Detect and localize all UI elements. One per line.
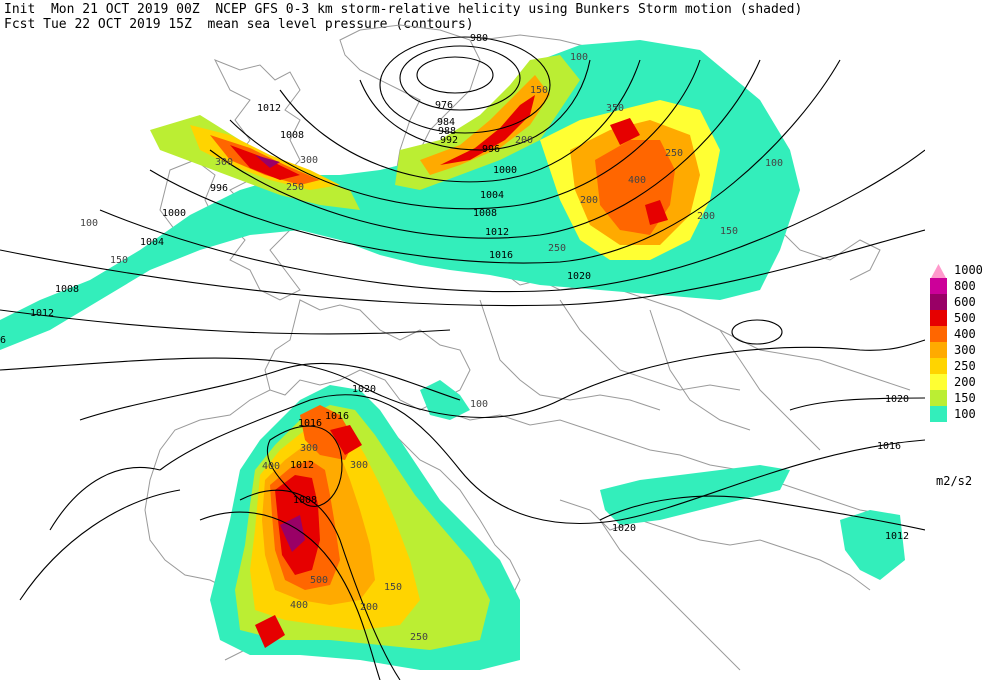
helicity-label: 250 (286, 182, 304, 193)
isobar-label: 996 (210, 183, 228, 194)
helicity-label: 100 (470, 399, 488, 410)
helicity-label: 150 (384, 582, 402, 593)
legend-row: 250 (928, 358, 1000, 374)
isobar-labels: 980 976 984 988 992 996 1000 1004 1008 1… (0, 33, 909, 542)
legend-row: 1000 (928, 262, 1000, 278)
legend-swatch (930, 374, 947, 390)
isobar-label: 1016 (877, 441, 901, 452)
legend-swatch (930, 342, 947, 358)
legend-swatch (930, 326, 947, 342)
legend-swatch (930, 406, 947, 422)
isobar-label: 6 (0, 335, 6, 346)
isobar-label: 980 (470, 33, 488, 44)
isobar-label: 1008 (473, 208, 497, 219)
helicity-label: 100 (80, 218, 98, 229)
helicity-labels: 100 150 200 250 300 350 400 100 150 200 … (80, 52, 783, 643)
legend-value: 250 (954, 359, 976, 373)
isobar-label: 1004 (140, 237, 164, 248)
legend-value: 200 (954, 375, 976, 389)
helicity-shading (0, 40, 905, 670)
legend-value: 800 (954, 279, 976, 293)
legend-swatch (930, 294, 947, 310)
helicity-label: 150 (720, 226, 738, 237)
helicity-label: 100 (765, 158, 783, 169)
legend-row: 800 (928, 278, 1000, 294)
helicity-label: 150 (110, 255, 128, 266)
helicity-label: 250 (410, 632, 428, 643)
legend-swatch (930, 358, 947, 374)
isobar-label: 1000 (162, 208, 186, 219)
legend-row: 100 (928, 406, 1000, 422)
legend-row: 300 (928, 342, 1000, 358)
helicity-label: 400 (290, 600, 308, 611)
legend-row: 600 (928, 294, 1000, 310)
helicity-label: 300 (300, 443, 318, 454)
legend-swatch (930, 278, 947, 294)
helicity-label: 300 (350, 460, 368, 471)
isobar-label: 996 (482, 144, 500, 155)
isobar-label: 976 (435, 100, 453, 111)
isobar-label: 1016 (325, 411, 349, 422)
isobar-label: 1020 (567, 271, 591, 282)
legend-units: m2/s2 (936, 474, 973, 488)
weather-map: 980 976 984 988 992 996 1000 1004 1008 1… (0, 24, 925, 680)
helicity-label: 100 (570, 52, 588, 63)
isobar-label: 1020 (352, 384, 376, 395)
isobar-label: 1012 (485, 227, 509, 238)
isobar-label: 992 (440, 135, 458, 146)
isobar-label: 1012 (257, 103, 281, 114)
helicity-label: 400 (262, 461, 280, 472)
helicity-label: 250 (665, 148, 683, 159)
chart-title-line-1: Init Mon 21 OCT 2019 00Z NCEP GFS 0-3 km… (4, 2, 803, 17)
helicity-label: 250 (548, 243, 566, 254)
legend-value: 300 (954, 343, 976, 357)
isobar-label: 988 (438, 126, 456, 137)
helicity-label: 350 (606, 103, 624, 114)
isobar-label: 1008 (293, 495, 317, 506)
helicity-label: 300 (300, 155, 318, 166)
isobar-label: 1016 (298, 418, 322, 429)
legend-triangle-swatch (931, 264, 946, 278)
helicity-label: 500 (310, 575, 328, 586)
legend-value: 150 (954, 391, 976, 405)
isobar-label: 1020 (612, 523, 636, 534)
legend-row: 150 (928, 390, 1000, 406)
legend-value: 600 (954, 295, 976, 309)
isobar-label: 1000 (493, 165, 517, 176)
isobar-label: 1020 (885, 394, 909, 405)
legend-value: 400 (954, 327, 976, 341)
legend-swatch (930, 310, 947, 326)
isobar-label: 1004 (480, 190, 504, 201)
legend-value: 100 (954, 407, 976, 421)
legend-value: 500 (954, 311, 976, 325)
isobar-label: 1012 (30, 308, 54, 319)
helicity-label: 200 (580, 195, 598, 206)
legend-row: 200 (928, 374, 1000, 390)
helicity-label: 150 (530, 85, 548, 96)
isobar-label: 1016 (489, 250, 513, 261)
isobar-label: 1012 (885, 531, 909, 542)
isobar-label: 1008 (55, 284, 79, 295)
helicity-label: 300 (215, 157, 233, 168)
legend-swatch (930, 390, 947, 406)
isobar-label: 1008 (280, 130, 304, 141)
legend-row: 500 (928, 310, 1000, 326)
helicity-label: 200 (515, 135, 533, 146)
legend-row: 400 (928, 326, 1000, 342)
helicity-label: 400 (628, 175, 646, 186)
isobars (0, 36, 925, 680)
isobar-label: 984 (437, 117, 455, 128)
helicity-label: 200 (360, 602, 378, 613)
legend-value: 1000 (954, 263, 983, 277)
helicity-label: 200 (697, 211, 715, 222)
isobar-label: 1012 (290, 460, 314, 471)
